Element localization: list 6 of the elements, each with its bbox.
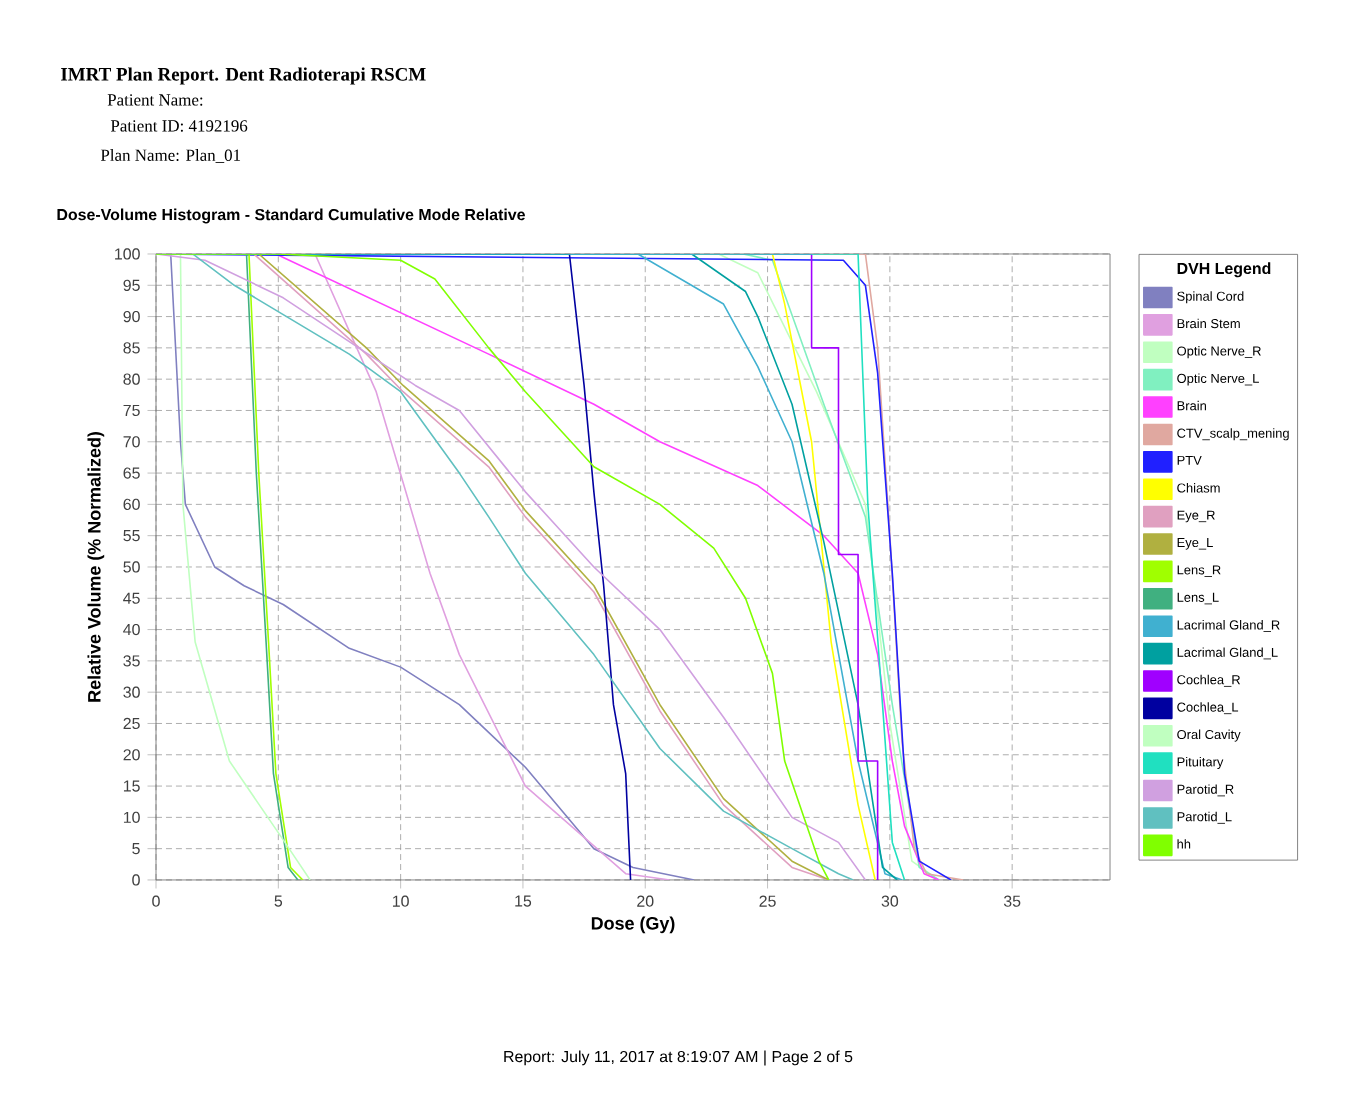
text: Patient Name: [107, 94, 203, 106]
y-axis-title: Relative Volume (% Normalized) [87, 432, 105, 702]
text: IMRT Plan Report. Dent Radioterapi RSCM [61, 67, 426, 85]
text: Plan Name: Plan_01 [100, 149, 241, 163]
text: Patient ID: 4192196 [110, 120, 248, 132]
x-axis-title: Dose (Gy) [591, 916, 675, 934]
